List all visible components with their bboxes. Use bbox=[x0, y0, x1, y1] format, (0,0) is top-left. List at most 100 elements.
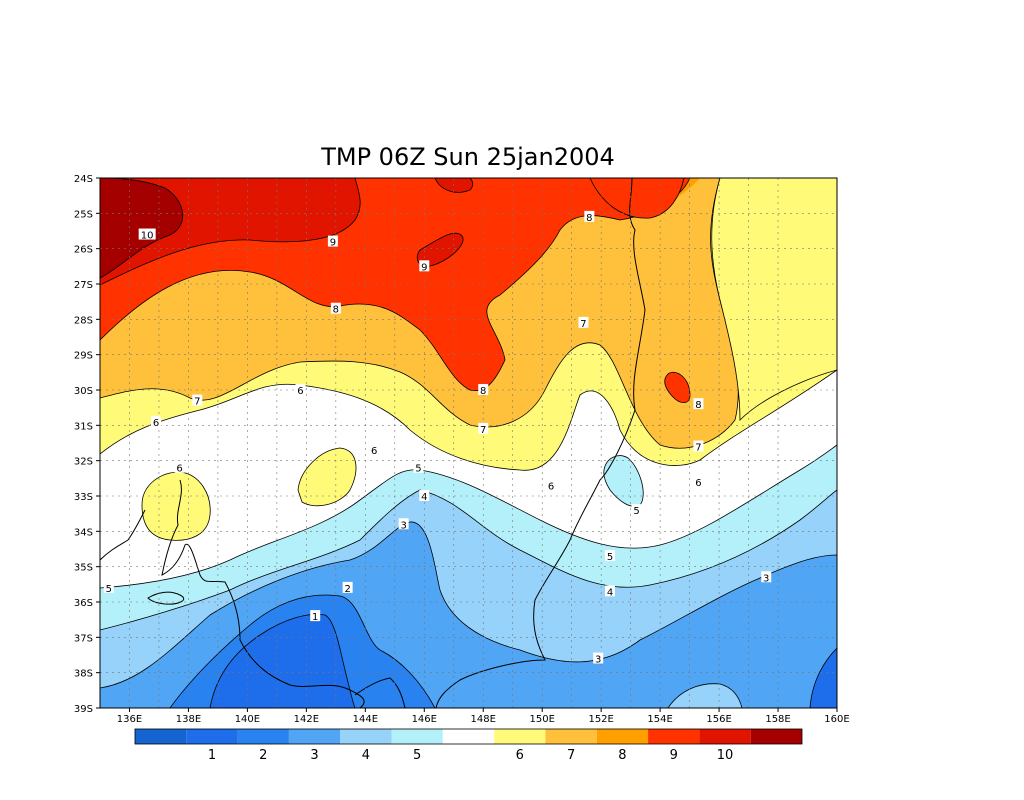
lon-tick-label: 146E bbox=[412, 714, 437, 725]
contour-label-bg bbox=[330, 302, 341, 314]
contour-label: 9 bbox=[419, 260, 430, 273]
contour-label-text: 5 bbox=[633, 506, 639, 517]
lat-tick-label: 26S bbox=[74, 245, 93, 256]
lon-tick-label: 150E bbox=[529, 714, 554, 725]
contour-label-text: 8 bbox=[586, 213, 592, 224]
contour-label-bg bbox=[593, 652, 604, 664]
lon-tick-label: 154E bbox=[647, 714, 672, 725]
contour-label: 7 bbox=[693, 440, 704, 454]
contour-label-text: 4 bbox=[421, 492, 427, 503]
colorbar-swatch bbox=[288, 729, 341, 744]
lon-tick-label: 156E bbox=[706, 714, 731, 725]
coastline-west bbox=[161, 479, 365, 708]
contour-label-text: 10 bbox=[141, 231, 154, 242]
colorbar-swatch bbox=[186, 729, 238, 744]
contour-label-text: 6 bbox=[153, 418, 159, 429]
colorbar-swatch bbox=[648, 729, 700, 744]
band-7-right bbox=[711, 178, 837, 421]
contour-label-text: 5 bbox=[415, 464, 421, 475]
contour-label-text: 7 bbox=[480, 425, 486, 436]
lat-tick-label: 25S bbox=[74, 209, 93, 220]
band-11 bbox=[100, 178, 184, 279]
contour-label: 3 bbox=[761, 571, 772, 584]
colorbar-swatch bbox=[545, 729, 597, 744]
coastline bbox=[435, 178, 646, 708]
lat-tick-label: 28S bbox=[74, 315, 93, 326]
contour-label-text: 5 bbox=[607, 552, 613, 563]
latitude-ticks: 24S 25S 26S 27S 28S 29S 30S 31S 32S 33S 34S 35S 36S 3… bbox=[74, 174, 100, 715]
contour-label-bg bbox=[693, 440, 704, 452]
contour-label-text: 5 bbox=[106, 584, 112, 595]
colorbar-label: 1 bbox=[208, 748, 216, 763]
contour-label-text: 6 bbox=[297, 386, 303, 397]
contour-label: 10 bbox=[138, 228, 156, 242]
contour-label-text: 3 bbox=[595, 655, 601, 666]
lat-tick-label: 30S bbox=[74, 386, 93, 397]
contour-label-text: 3 bbox=[400, 520, 406, 531]
contour-label: 6 bbox=[369, 444, 380, 457]
contour-label-text: 2 bbox=[344, 584, 350, 595]
colorbar-label: 6 bbox=[516, 748, 524, 763]
contour-label-bg bbox=[151, 415, 162, 427]
contour-label-bg bbox=[584, 210, 595, 222]
contour-label-text: 7 bbox=[194, 397, 200, 408]
lat-tick-label: 39S bbox=[74, 704, 93, 715]
contour-label-bg bbox=[478, 422, 489, 434]
contour-label-bg bbox=[310, 610, 321, 622]
colorbar-swatch bbox=[135, 729, 187, 744]
colorbar-swatch bbox=[391, 729, 443, 744]
contour-label-text: 7 bbox=[695, 443, 701, 454]
colorbar: 1 2 3 4 5 6 7 8 9 10 bbox=[134, 728, 803, 763]
colorbar-swatch bbox=[340, 729, 392, 744]
colorbar-swatch bbox=[237, 729, 289, 744]
lon-tick-label: 152E bbox=[588, 714, 613, 725]
west-coast-line bbox=[100, 509, 146, 561]
lon-tick-label: 144E bbox=[353, 714, 378, 725]
contour-label-text: 1 bbox=[312, 612, 318, 623]
contour-label: 4 bbox=[419, 490, 430, 503]
contour-label-text: 8 bbox=[480, 386, 486, 397]
lat-tick-label: 24S bbox=[74, 174, 93, 185]
contour-label: 7 bbox=[192, 394, 203, 408]
lat-tick-label: 32S bbox=[74, 457, 93, 468]
contour-label-bg bbox=[295, 384, 306, 395]
band-8-top bbox=[589, 178, 685, 219]
contour-label-bg bbox=[578, 316, 589, 328]
band-6-island bbox=[297, 447, 357, 507]
contour-label-bg bbox=[369, 444, 380, 456]
contour-label: 7 bbox=[478, 422, 489, 436]
contour-label-text: 6 bbox=[695, 478, 701, 489]
contour-label-bg bbox=[419, 260, 430, 272]
contour-label: 1 bbox=[310, 610, 321, 623]
contour-label-text: 9 bbox=[421, 262, 427, 273]
contour-label: 8 bbox=[693, 398, 704, 411]
colorbar-label: 10 bbox=[717, 748, 734, 763]
colorbar-label: 8 bbox=[618, 748, 626, 763]
contour-label-bg bbox=[413, 461, 424, 473]
colorbar-frame bbox=[134, 728, 803, 745]
contour-label: 4 bbox=[605, 585, 616, 598]
contour-label-bg bbox=[631, 504, 642, 516]
colorbar-label: 4 bbox=[362, 748, 370, 763]
contour-label: 8 bbox=[584, 210, 595, 224]
lon-tick-label: 158E bbox=[765, 714, 790, 725]
contour-label-text: 6 bbox=[371, 446, 377, 457]
contour-label: 6 bbox=[546, 479, 557, 492]
lat-tick-label: 31S bbox=[74, 421, 93, 432]
contour-label-text: 6 bbox=[176, 464, 182, 475]
band-3-pocket bbox=[667, 683, 743, 708]
tasmania-coast bbox=[354, 677, 406, 708]
colorbar-label: 3 bbox=[310, 748, 318, 763]
colorbar-swatch bbox=[596, 729, 649, 744]
lat-tick-label: 34S bbox=[74, 527, 93, 538]
lat-tick-label: 29S bbox=[74, 351, 93, 362]
contour-label-bg bbox=[138, 228, 156, 240]
contour-label: 6 bbox=[295, 384, 306, 397]
colorbar-label: 2 bbox=[259, 748, 267, 763]
contour-label: 3 bbox=[593, 652, 604, 666]
contour-label: 2 bbox=[342, 581, 353, 595]
gulf-coast bbox=[147, 591, 185, 605]
contour-label-text: 8 bbox=[695, 400, 701, 411]
